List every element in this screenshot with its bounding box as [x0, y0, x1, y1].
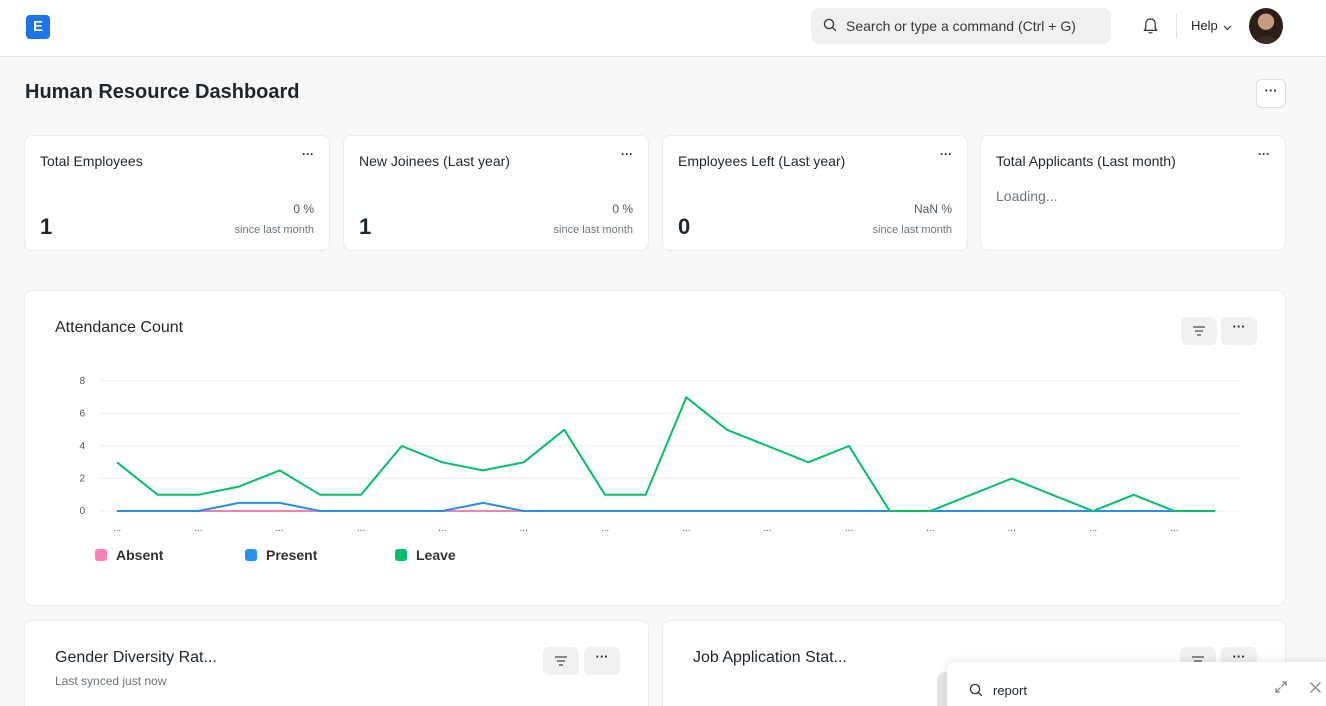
- x-tick-label: ...: [601, 523, 609, 534]
- chart-menu-button[interactable]: ···: [584, 647, 620, 675]
- chart-title: Gender Diversity Rat...: [55, 649, 217, 666]
- card-since-label: since last month: [553, 224, 633, 236]
- app-logo[interactable]: E: [26, 15, 50, 39]
- chart-menu-button[interactable]: ···: [1221, 317, 1257, 345]
- card-title: Total Employees: [40, 153, 143, 169]
- user-avatar[interactable]: [1249, 8, 1283, 44]
- attendance-chart-card: Attendance Count ··· 0 2 4 6 8..............…: [24, 290, 1286, 606]
- legend-swatch: [245, 549, 257, 561]
- card-menu-button[interactable]: ···: [1258, 147, 1270, 161]
- x-tick-label: ...: [845, 523, 853, 534]
- legend-item-leave[interactable]: Leave: [395, 547, 456, 563]
- y-tick-label: 8: [79, 376, 85, 387]
- filter-icon: [1192, 326, 1206, 349]
- x-tick-label: ...: [275, 523, 283, 534]
- x-tick-label: ...: [194, 523, 202, 534]
- x-tick-label: ...: [1089, 523, 1097, 534]
- card-percent-change: 0 %: [612, 202, 633, 216]
- series-line-present[interactable]: [117, 501, 1215, 512]
- gender-diversity-card: Gender Diversity Rat... Last synced just…: [24, 620, 649, 706]
- legend-item-present[interactable]: Present: [245, 547, 317, 563]
- card-menu-button[interactable]: ···: [302, 147, 314, 161]
- filter-icon: [554, 656, 568, 679]
- y-tick-label: 6: [79, 409, 85, 420]
- y-tick-label: 0: [79, 506, 85, 517]
- card-title: Total Applicants (Last month): [996, 153, 1176, 169]
- help-label: Help: [1191, 18, 1218, 33]
- x-tick-label: ...: [682, 523, 690, 534]
- card-value: 0: [678, 214, 691, 239]
- search-icon: [823, 18, 837, 37]
- notification-bell-icon[interactable]: [1142, 17, 1159, 40]
- card-title: New Joinees (Last year): [359, 153, 510, 169]
- search-input[interactable]: [846, 8, 1101, 44]
- card-value: 1: [359, 214, 372, 239]
- chevron-down-icon: [1223, 19, 1232, 34]
- page-menu-button[interactable]: ···: [1256, 79, 1286, 108]
- card-since-label: since last month: [872, 224, 952, 236]
- card-title: Employees Left (Last year): [678, 153, 846, 169]
- x-tick-label: ...: [519, 523, 527, 534]
- help-dropdown[interactable]: Help: [1191, 18, 1232, 34]
- number-card-new-joinees[interactable]: New Joinees (Last year) ··· 1 0 % since …: [343, 135, 649, 251]
- card-percent-change: NaN %: [913, 202, 952, 216]
- x-tick-label: ...: [113, 523, 121, 534]
- filter-button[interactable]: [1181, 317, 1217, 345]
- x-tick-label: ...: [357, 523, 365, 534]
- legend-label: Present: [266, 547, 318, 563]
- x-tick-label: ...: [438, 523, 446, 534]
- filter-button[interactable]: [543, 647, 579, 675]
- y-tick-label: 2: [79, 474, 85, 485]
- legend-swatch: [95, 549, 107, 561]
- navbar: E Help: [0, 0, 1326, 57]
- x-tick-label: ...: [1170, 523, 1178, 534]
- attendance-line-chart: 0 2 4 6 8...................................…: [79, 376, 1241, 534]
- number-card-total-applicants[interactable]: Total Applicants (Last month) ··· Loadin…: [980, 135, 1286, 251]
- card-menu-button[interactable]: ···: [940, 147, 952, 161]
- legend-item-absent[interactable]: Absent: [95, 547, 163, 563]
- page-title: Human Resource Dashboard: [25, 81, 300, 103]
- close-icon[interactable]: [1309, 681, 1322, 699]
- chart-title: Job Application Stat...: [693, 649, 847, 666]
- card-value: 1: [40, 214, 53, 239]
- expand-icon[interactable]: [1274, 680, 1288, 699]
- x-tick-label: ...: [1007, 523, 1015, 534]
- card-loading-text: Loading...: [996, 188, 1058, 204]
- legend-label: Leave: [416, 547, 456, 563]
- number-card-employees-left[interactable]: Employees Left (Last year) ··· 0 NaN % s…: [662, 135, 968, 251]
- search-bar[interactable]: [811, 8, 1111, 44]
- legend-label: Absent: [116, 547, 164, 563]
- last-synced-label: Last synced just now: [55, 674, 167, 688]
- card-percent-change: 0 %: [293, 202, 314, 216]
- search-query[interactable]: report: [993, 683, 1027, 698]
- search-icon: [969, 683, 983, 702]
- x-tick-label: ...: [763, 523, 771, 534]
- legend-swatch: [395, 549, 407, 561]
- series-line-leave[interactable]: [116, 396, 1215, 512]
- card-menu-button[interactable]: ···: [621, 147, 633, 161]
- chart-title: Attendance Count: [55, 319, 184, 336]
- number-card-total-employees[interactable]: Total Employees ··· 1 0 % since last mon…: [24, 135, 330, 251]
- x-tick-label: ...: [926, 523, 934, 534]
- search-popup[interactable]: report: [947, 662, 1326, 706]
- y-tick-label: 4: [79, 441, 85, 452]
- navbar-divider: [1176, 14, 1177, 38]
- card-since-label: since last month: [234, 224, 314, 236]
